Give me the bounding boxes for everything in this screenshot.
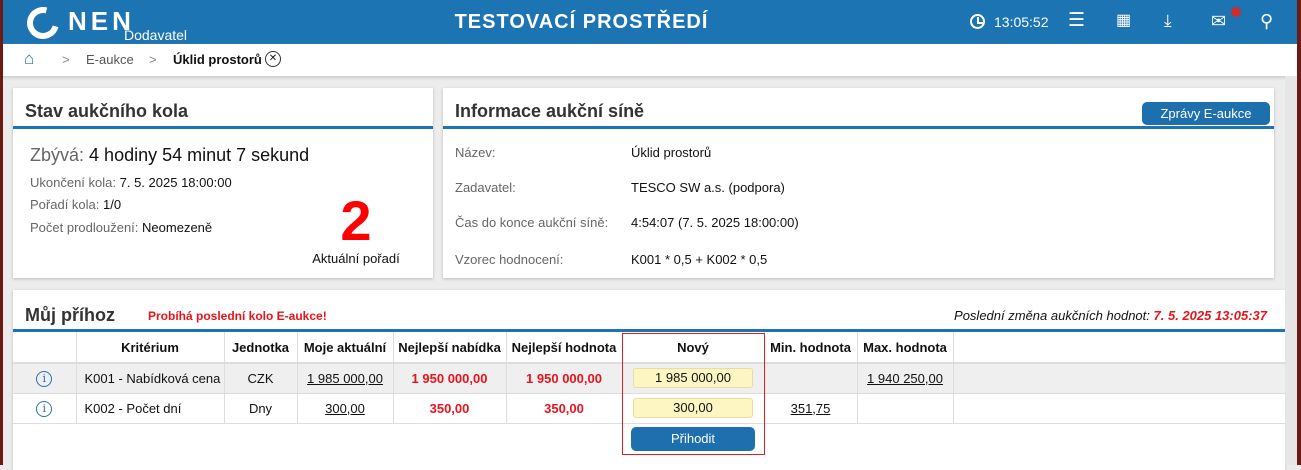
my-bid-card: Můj příhoz Probíhá poslední kolo E-aukce… bbox=[13, 290, 1285, 470]
criterion: K002 - Počet dní bbox=[76, 393, 225, 424]
table-row: i K002 - Počet dní Dny 300,00 350,00 350… bbox=[13, 393, 1285, 424]
user-icon[interactable]: ⚲ bbox=[1260, 11, 1274, 31]
notification-badge bbox=[1231, 7, 1241, 17]
table-header: Kritérium Jednotka Moje aktuální Nejlepš… bbox=[13, 332, 1285, 364]
last-change-value: 7. 5. 2025 13:05:37 bbox=[1153, 308, 1267, 323]
current-rank-label: Aktuální pořadí bbox=[312, 251, 400, 266]
top-bar: NEN Dodavatel TESTOVACÍ PROSTŘEDÍ 13:05:… bbox=[0, 0, 1301, 45]
info-label: Vzorec hodnocení: bbox=[455, 252, 564, 267]
info-label: Název: bbox=[455, 145, 496, 160]
col-best-value: Nejlepší hodnota bbox=[506, 332, 623, 364]
end-value: 7. 5. 2025 18:00:00 bbox=[119, 175, 232, 190]
new-value-input[interactable]: 1 985 000,00 bbox=[633, 368, 753, 389]
card-title: Stav aukčního kola bbox=[13, 88, 433, 129]
clock-icon bbox=[970, 14, 985, 29]
logo-subtitle: Dodavatel bbox=[124, 27, 188, 43]
mail-icon[interactable]: ✉ bbox=[1211, 11, 1227, 31]
end-label: Ukončení kola: bbox=[30, 175, 116, 190]
col-unit: Jednotka bbox=[224, 332, 298, 364]
remaining-label: Zbývá: bbox=[30, 145, 85, 165]
breadcrumb-current: Úklid prostorů bbox=[173, 52, 262, 67]
close-icon[interactable]: ✕ bbox=[265, 51, 281, 67]
scrollbar[interactable] bbox=[1285, 76, 1297, 465]
unit: Dny bbox=[224, 393, 298, 424]
extensions-value: Neomezeně bbox=[142, 220, 213, 235]
calendar-icon[interactable]: ▦ bbox=[1116, 12, 1132, 29]
col-new: Nový bbox=[622, 332, 765, 364]
round-label: Pořadí kola: bbox=[30, 197, 100, 212]
new-value-input[interactable]: 300,00 bbox=[633, 398, 753, 418]
best-offer: 1 950 000,00 bbox=[393, 363, 507, 394]
card-title: Informace aukční síně bbox=[443, 88, 1274, 129]
chevron-right-icon: > bbox=[62, 52, 70, 67]
breadcrumb: ⌂ > E-aukce > Úklid prostorů ✕ bbox=[0, 44, 1301, 76]
current-rank: 2 bbox=[340, 189, 372, 252]
info-label: Čas do konce aukční síně: bbox=[455, 215, 609, 230]
card-title: Můj příhoz bbox=[13, 290, 1285, 332]
breadcrumb-eaukce[interactable]: E-aukce bbox=[86, 52, 134, 67]
col-min: Min. hodnota bbox=[764, 332, 858, 364]
chevron-right-icon: > bbox=[149, 52, 157, 67]
best-value: 350,00 bbox=[506, 393, 623, 424]
window-border bbox=[0, 0, 3, 465]
mine-link[interactable]: 1 985 000,00 bbox=[297, 363, 394, 394]
new-bid-highlight bbox=[622, 333, 765, 455]
auction-info-card: Informace aukční síně Zprávy E-aukce Náz… bbox=[443, 88, 1274, 278]
info-value: 4:54:07 (7. 5. 2025 18:00:00) bbox=[631, 215, 799, 230]
col-criterion: Kritérium bbox=[76, 332, 225, 364]
info-icon[interactable]: i bbox=[36, 400, 53, 417]
min-value[interactable] bbox=[764, 363, 858, 394]
home-icon[interactable]: ⌂ bbox=[24, 49, 35, 68]
info-label: Zadavatel: bbox=[455, 180, 516, 195]
download-icon[interactable]: ⤓ bbox=[1164, 11, 1172, 30]
max-value[interactable] bbox=[857, 393, 954, 424]
auction-status-card: Stav aukčního kola Zbývá: 4 hodiny 54 mi… bbox=[13, 88, 433, 278]
window-border bbox=[1297, 0, 1301, 465]
last-change-label: Poslední změna aukčních hodnot: bbox=[954, 308, 1150, 323]
info-value: K001 * 0,5 + K002 * 0,5 bbox=[631, 252, 768, 267]
col-mine: Moje aktuální bbox=[297, 332, 394, 364]
place-bid-button[interactable]: Přihodit bbox=[631, 427, 755, 451]
best-value: 1 950 000,00 bbox=[506, 363, 623, 394]
bid-table: Kritérium Jednotka Moje aktuální Nejlepš… bbox=[13, 332, 1285, 424]
info-icon[interactable]: i bbox=[36, 370, 53, 387]
mine-link[interactable]: 300,00 bbox=[297, 393, 394, 424]
col-best-offer: Nejlepší nabídka bbox=[393, 332, 507, 364]
unit: CZK bbox=[224, 363, 298, 394]
auction-messages-button[interactable]: Zprávy E-aukce bbox=[1142, 102, 1270, 125]
extensions-label: Počet prodloužení: bbox=[30, 220, 139, 235]
menu-icon[interactable]: ☰ bbox=[1068, 10, 1086, 31]
best-offer: 350,00 bbox=[393, 393, 507, 424]
info-value: TESCO SW a.s. (podpora) bbox=[631, 180, 785, 195]
environment-title: TESTOVACÍ PROSTŘEDÍ bbox=[454, 11, 709, 33]
max-value-link[interactable]: 1 940 250,00 bbox=[857, 363, 954, 394]
server-time: 13:05:52 bbox=[994, 14, 1049, 30]
table-row: i K001 - Nabídková cena CZK 1 985 000,00… bbox=[13, 363, 1285, 394]
col-max: Max. hodnota bbox=[857, 332, 954, 364]
round-value: 1/0 bbox=[103, 197, 122, 212]
last-round-warning: Probíhá poslední kolo E-aukce! bbox=[148, 309, 327, 323]
criterion: K001 - Nabídková cena bbox=[76, 363, 225, 394]
logo-text[interactable]: NEN bbox=[68, 6, 135, 36]
info-value: Úklid prostorů bbox=[631, 145, 712, 160]
remaining-time: 4 hodiny 54 minut 7 sekund bbox=[89, 145, 310, 165]
min-value-link[interactable]: 351,75 bbox=[764, 393, 858, 424]
